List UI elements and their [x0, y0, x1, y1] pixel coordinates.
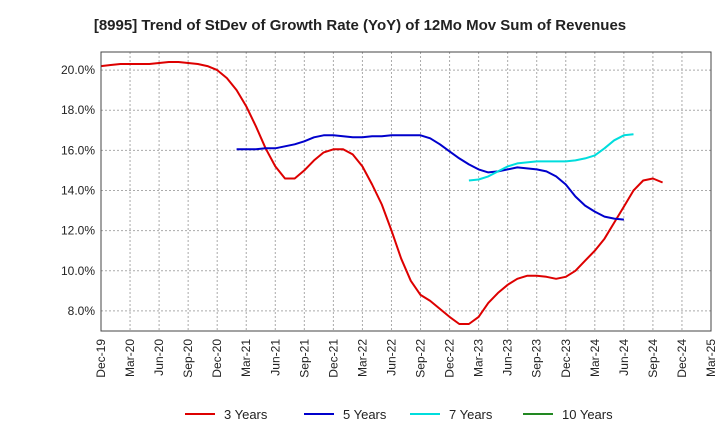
- x-tick-label: Jun-20: [152, 339, 166, 376]
- x-tick-label: Mar-22: [355, 339, 369, 377]
- y-tick-label: 14.0%: [61, 183, 95, 197]
- legend: 3 Years 5 Years 7 Years 10 Years: [185, 407, 613, 422]
- x-tick-label: Jun-24: [617, 339, 631, 376]
- x-tick-label: Dec-21: [326, 339, 340, 378]
- x-tick-label: Mar-21: [239, 339, 253, 377]
- x-tick-label: Sep-21: [297, 339, 311, 378]
- x-tick-label: Mar-24: [588, 339, 602, 377]
- legend-label: 3 Years: [224, 407, 268, 422]
- x-tick-label: Mar-20: [123, 339, 137, 377]
- y-axis: 8.0% 10.0% 12.0% 14.0% 16.0% 18.0% 20.0%: [61, 63, 95, 318]
- x-tick-label: Jun-23: [501, 339, 515, 376]
- series-line-7-years: [468, 133, 634, 182]
- x-tick-label: Jun-21: [268, 339, 282, 376]
- x-tick-label: Mar-25: [704, 339, 718, 377]
- y-tick-label: 20.0%: [61, 63, 95, 77]
- x-tick-label: Dec-20: [210, 339, 224, 378]
- series-line-5-years: [236, 134, 625, 221]
- plot-frame: [100, 51, 712, 332]
- x-tick-label: Dec-22: [443, 339, 457, 378]
- legend-label: 5 Years: [343, 407, 387, 422]
- y-tick-label: 18.0%: [61, 103, 95, 117]
- x-tick-label: Dec-23: [559, 339, 573, 378]
- chart-title: [8995] Trend of StDev of Growth Rate (Yo…: [94, 17, 626, 34]
- x-tick-label: Sep-20: [181, 339, 195, 378]
- x-tick-label: Dec-19: [94, 339, 108, 378]
- x-axis: Dec-19 Mar-20 Jun-20 Sep-20 Dec-20 Mar-21 Jun-…: [94, 339, 718, 378]
- legend-label: 10 Years: [562, 407, 613, 422]
- grid: [101, 52, 711, 331]
- y-tick-label: 8.0%: [68, 304, 96, 318]
- x-tick-label: Sep-22: [414, 339, 428, 378]
- x-tick-label: Jun-22: [384, 339, 398, 376]
- series-line-3-years: [100, 61, 663, 325]
- x-tick-label: Mar-23: [472, 339, 486, 377]
- y-tick-label: 16.0%: [61, 143, 95, 157]
- x-tick-label: Sep-24: [646, 339, 660, 378]
- x-tick-label: Sep-23: [530, 339, 544, 378]
- series-layer: [100, 61, 663, 325]
- x-tick-label: Dec-24: [675, 339, 689, 378]
- legend-label: 7 Years: [449, 407, 493, 422]
- y-tick-label: 12.0%: [61, 224, 95, 238]
- y-tick-label: 10.0%: [61, 264, 95, 278]
